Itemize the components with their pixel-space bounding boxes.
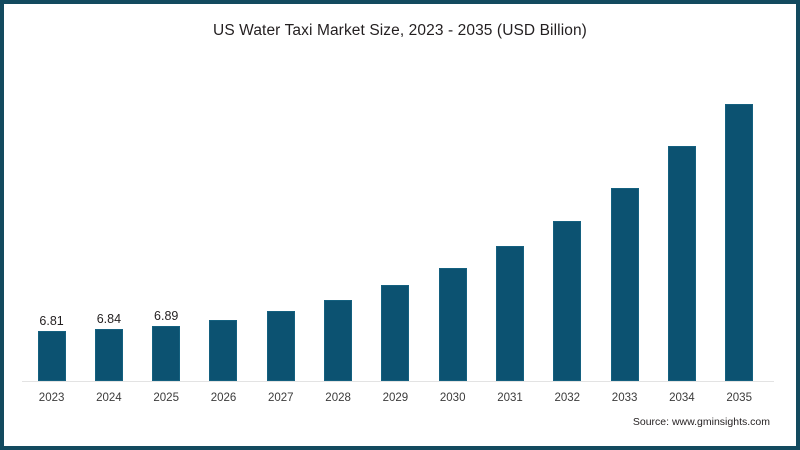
- bar-2034[interactable]: [653, 69, 710, 381]
- bar-value-label-2025: 6.89: [154, 308, 179, 323]
- bar-2031[interactable]: [481, 69, 538, 381]
- bar-2023[interactable]: 6.81: [23, 69, 80, 381]
- x-tick-2027: 2027: [267, 392, 294, 404]
- chart-title: US Water Taxi Market Size, 2023 - 2035 (…: [213, 22, 587, 39]
- x-tick-2032: 2032: [554, 392, 581, 404]
- source-attribution: Source: www.gminsights.com: [632, 416, 770, 428]
- bar-rect-2027[interactable]: [266, 310, 295, 381]
- bar-2030[interactable]: [424, 69, 481, 381]
- bar-2033[interactable]: [596, 69, 653, 381]
- bar-2024[interactable]: 6.84: [80, 69, 137, 381]
- bar-rect-2034[interactable]: [667, 145, 696, 381]
- bar-rect-2026[interactable]: [209, 319, 238, 381]
- bar-rect-2031[interactable]: [495, 246, 524, 381]
- x-tick-2034: 2034: [669, 392, 695, 404]
- bar-rect-2029[interactable]: [381, 285, 410, 381]
- bar-rect-2030[interactable]: [438, 267, 467, 381]
- bar-rect-2023[interactable]: [37, 331, 66, 381]
- bar-rect-2035[interactable]: [725, 103, 754, 381]
- x-tick-2024: 2024: [96, 392, 122, 404]
- bar-rect-2024[interactable]: [94, 329, 123, 381]
- bar-2028[interactable]: [310, 69, 367, 381]
- bar-2035[interactable]: [711, 69, 768, 381]
- bar-2027[interactable]: [252, 69, 309, 381]
- bar-2025[interactable]: 6.89: [138, 69, 195, 381]
- bar-value-label-2024: 6.84: [96, 311, 122, 326]
- x-tick-2031: 2031: [497, 392, 523, 404]
- plot-area: 6.81 6.84 6.89 2023 2024 2025 2026 2027 2028 202…: [4, 4, 796, 446]
- bar-2026[interactable]: [195, 69, 252, 381]
- x-tick-2028: 2028: [325, 392, 351, 404]
- x-tick-2023: 2023: [38, 392, 65, 404]
- x-tick-2033: 2033: [611, 392, 638, 404]
- x-tick-2029: 2029: [382, 392, 409, 404]
- bar-rect-2032[interactable]: [553, 220, 582, 381]
- bar-rect-2025[interactable]: [152, 326, 181, 381]
- bar-2032[interactable]: [539, 69, 596, 381]
- x-tick-2025: 2025: [153, 392, 179, 404]
- x-tick-2026: 2026: [210, 392, 237, 404]
- bar-value-label-2023: 6.81: [39, 313, 64, 328]
- bar-2029[interactable]: [367, 69, 424, 381]
- x-tick-2030: 2030: [439, 392, 466, 404]
- bar-rect-2033[interactable]: [610, 187, 639, 381]
- x-tick-2035: 2035: [726, 392, 752, 404]
- bar-rect-2028[interactable]: [324, 300, 353, 381]
- x-axis-baseline: [22, 381, 774, 382]
